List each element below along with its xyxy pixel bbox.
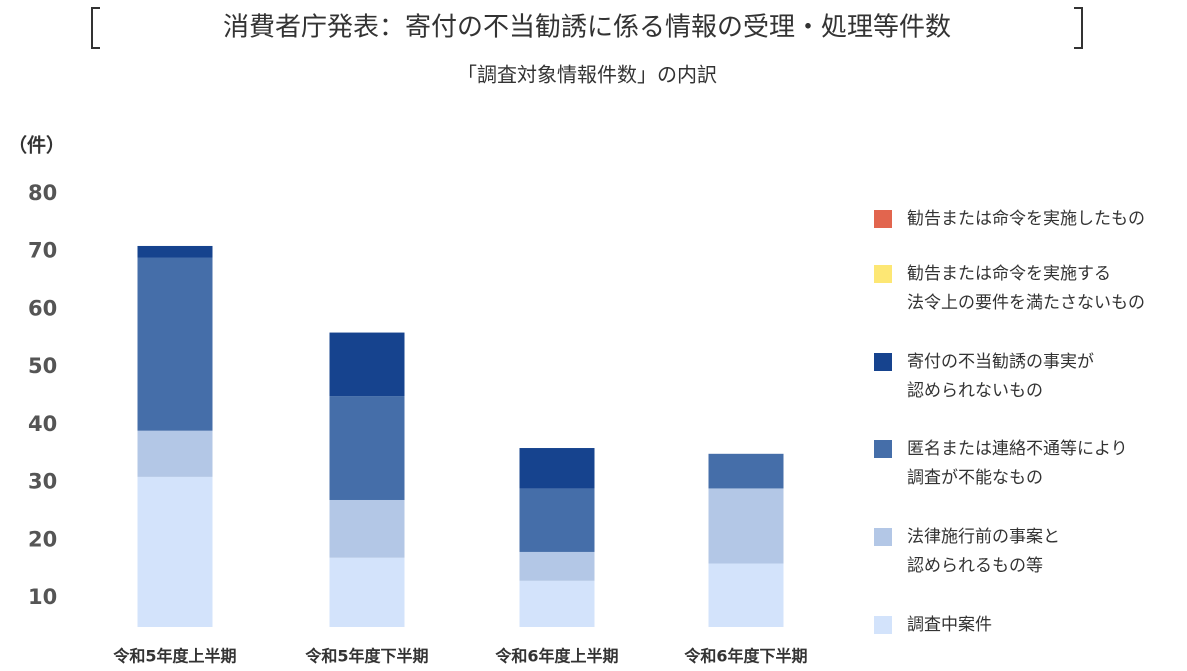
y-tick-label: 20 — [28, 527, 57, 551]
legend-label: 匿名または連絡不通等により調査が不能なもの — [907, 439, 1128, 488]
y-axis-label: （件） — [8, 134, 65, 157]
legend-line: 法律施行前の事案と — [907, 527, 1060, 547]
bar-segment — [137, 245, 213, 258]
bar-segment — [519, 488, 595, 552]
y-tick-label: 10 — [28, 585, 57, 609]
legend-swatch — [874, 440, 892, 458]
legend-label: 法律施行前の事案と認められるもの等 — [907, 527, 1060, 576]
title-bracket — [1074, 7, 1083, 49]
legend-line: 調査が不能なもの — [907, 468, 1043, 488]
legend-line: 法令上の要件を満たさないもの — [907, 293, 1145, 313]
legend-line: 認められないもの — [907, 381, 1043, 401]
bar-segment — [708, 488, 784, 564]
x-tick-label: 令和6年度上半期 — [494, 647, 618, 666]
bar-segment — [519, 551, 595, 581]
bar-segment — [519, 448, 595, 489]
legend-line: 寄付の不当勧誘の事実が — [907, 352, 1094, 372]
bar-segment — [329, 499, 405, 558]
legend-swatch — [874, 616, 892, 634]
legend-line: 勧告または命令を実施する — [907, 264, 1111, 284]
chart-subtitle: 「調査対象情報件数」の内訳 — [457, 63, 717, 87]
title-bracket — [91, 7, 100, 49]
bar-segment — [137, 476, 213, 627]
chart-title: 消費者庁発表：寄付の不当勧誘に係る情報の受理・処理等件数 — [223, 13, 951, 43]
x-tick-label: 令和6年度下半期 — [683, 647, 807, 666]
legend-swatch — [874, 353, 892, 371]
bar-segment — [329, 332, 405, 397]
bar-segment — [708, 453, 784, 489]
y-tick-label: 40 — [28, 412, 57, 436]
legend-swatch — [874, 265, 892, 283]
legend-label: 調査中案件 — [907, 615, 992, 635]
x-tick-label: 令和5年度上半期 — [112, 647, 236, 666]
legend-swatch — [874, 528, 892, 546]
y-tick-label: 80 — [28, 181, 57, 205]
bar-segment — [137, 257, 213, 431]
legend-swatch — [874, 210, 892, 228]
y-tick-label: 60 — [28, 296, 57, 320]
y-tick-label: 30 — [28, 470, 57, 494]
x-tick-label: 令和5年度下半期 — [304, 647, 428, 666]
bar-segment — [708, 563, 784, 627]
bar-segment — [519, 580, 595, 627]
bar-segment — [137, 430, 213, 477]
legend-line: 認められるもの等 — [907, 556, 1043, 576]
bar-segment — [329, 557, 405, 627]
y-tick-label: 70 — [28, 239, 57, 263]
y-tick-label: 50 — [28, 354, 57, 378]
bar-segment — [329, 396, 405, 500]
legend-label: 勧告または命令を実施したもの — [907, 209, 1145, 229]
legend-label: 寄付の不当勧誘の事実が認められないもの — [907, 352, 1094, 401]
legend-label: 勧告または命令を実施する法令上の要件を満たさないもの — [907, 264, 1145, 313]
legend-line: 匿名または連絡不通等により — [907, 439, 1128, 459]
